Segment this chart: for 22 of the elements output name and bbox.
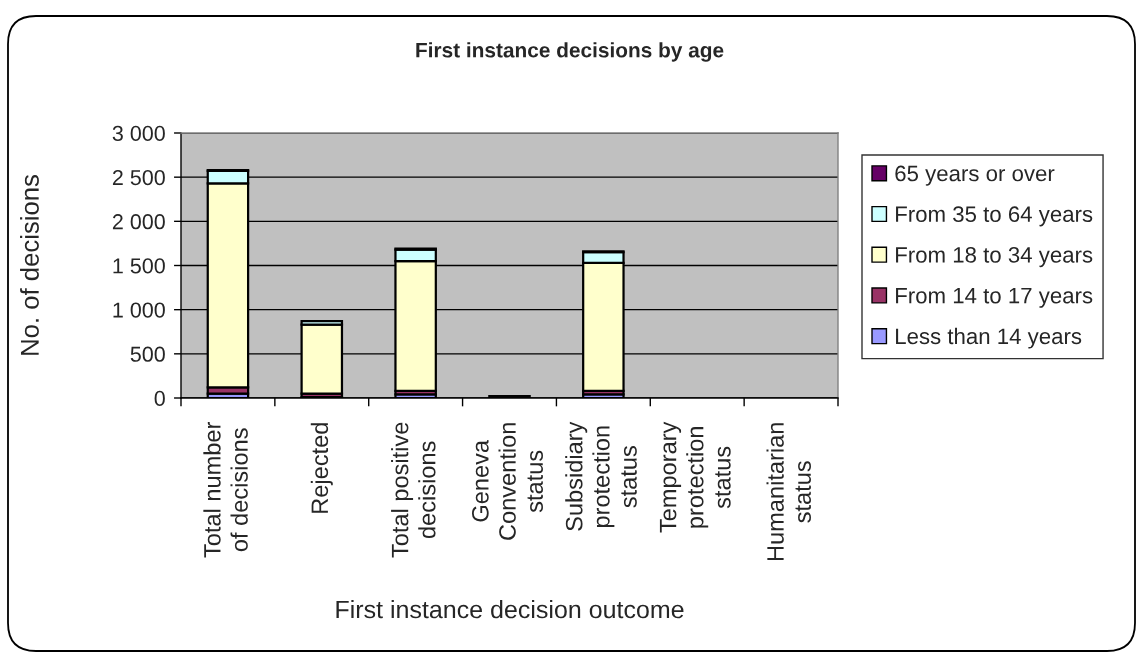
y-tick-label: 3 000 bbox=[112, 125, 165, 142]
y-tick-label: 2 000 bbox=[112, 214, 165, 230]
y-tick-label: 1 000 bbox=[113, 302, 165, 318]
y-tick-label: 0 bbox=[154, 390, 165, 407]
x-tick-label: Humanitarian status bbox=[766, 423, 811, 561]
legend-label: 65 years or over bbox=[895, 165, 1055, 186]
x-tick-label: Geneva Convention status bbox=[471, 423, 543, 540]
legend-label: Less than 14 years bbox=[896, 327, 1082, 349]
legend-label: From 14 to 17 years bbox=[896, 287, 1093, 308]
x-tick-label: Subsidiary protection status bbox=[565, 421, 637, 531]
chart-title: First instance decisions by age bbox=[416, 42, 724, 62]
legend-label: From 35 to 64 years bbox=[896, 206, 1093, 227]
x-tick-label: Total number of decisions bbox=[203, 421, 248, 558]
x-tick-label: Rejected bbox=[310, 423, 333, 513]
y-tick-label: 2 500 bbox=[112, 169, 165, 186]
x-axis-title: First instance decision outcome bbox=[336, 600, 684, 619]
legend-label: From 18 to 34 years bbox=[896, 247, 1093, 268]
x-tick-label: Temporary protection status bbox=[659, 421, 731, 533]
y-axis-title: No. of decisions bbox=[20, 175, 39, 355]
y-tick-label: 1 500 bbox=[113, 258, 165, 274]
y-tick-label: 500 bbox=[130, 346, 165, 362]
x-tick-label: Total positive decisions bbox=[391, 422, 436, 558]
